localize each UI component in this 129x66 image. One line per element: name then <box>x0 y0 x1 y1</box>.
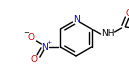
Text: NH: NH <box>101 30 114 38</box>
Text: −: − <box>23 30 29 36</box>
Text: +: + <box>46 41 52 45</box>
Text: N: N <box>41 43 48 51</box>
Text: O: O <box>28 32 35 42</box>
Text: N: N <box>73 16 79 24</box>
Text: O: O <box>125 10 129 18</box>
Text: O: O <box>31 55 38 63</box>
